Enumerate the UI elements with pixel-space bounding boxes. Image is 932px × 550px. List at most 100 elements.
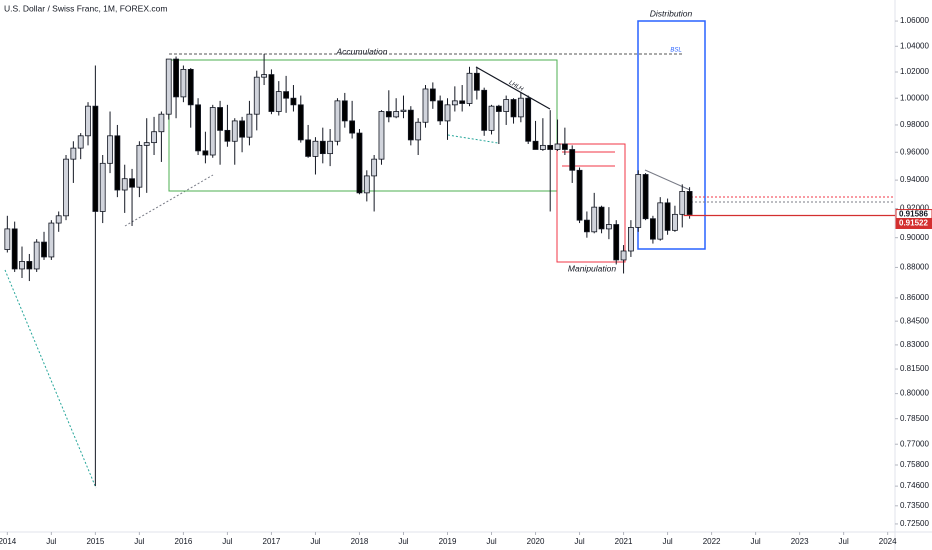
x-tick-label: Jul	[574, 537, 584, 546]
candle-body	[429, 88, 436, 102]
x-tick-label: 2018	[351, 537, 369, 546]
chart-title: U.S. Dollar / Swiss Franc, 1M, FOREX.com	[4, 3, 167, 13]
candle-body	[349, 120, 356, 134]
x-tick-label: 2015	[86, 537, 104, 546]
x-tick-label: 2023	[791, 537, 809, 546]
y-tick-label: 0.84500	[900, 316, 929, 325]
x-tick-label: Jul	[222, 537, 232, 546]
y-tick-label: 0.92000	[900, 204, 929, 213]
candle-body	[672, 213, 678, 231]
x-tick-label: Jul	[486, 537, 496, 546]
candle-body	[217, 107, 223, 131]
candle-body	[334, 100, 341, 142]
candle-body	[532, 140, 539, 150]
candle-body	[459, 100, 466, 104]
candle-body	[327, 140, 334, 155]
candle-body	[129, 178, 135, 188]
price-label-box	[895, 217, 932, 229]
y-tick-label: 0.90000	[900, 233, 929, 242]
x-tick-label: 2022	[703, 537, 721, 546]
candle-body	[151, 131, 157, 144]
y-tick-label: 0.77000	[900, 439, 929, 448]
candle-body	[407, 109, 414, 141]
candle-body	[63, 158, 69, 217]
y-tick-label: 0.98000	[900, 120, 929, 129]
candle-body	[686, 191, 693, 215]
candle-body	[165, 58, 172, 115]
candle-body	[136, 144, 143, 188]
y-tick-label: 0.72500	[900, 519, 929, 528]
annotation: Accumulation	[335, 46, 387, 56]
candle-body	[576, 169, 583, 221]
candle-body	[422, 88, 429, 123]
candle-body	[598, 206, 605, 230]
candle-body	[488, 105, 495, 131]
candle-body	[55, 215, 62, 224]
candle-body	[503, 99, 510, 112]
annotation: Manipulation	[568, 263, 616, 273]
candle-body	[268, 74, 275, 112]
x-tick-label: 2019	[439, 537, 457, 546]
candle-body	[554, 143, 561, 150]
drawings	[4, 20, 895, 489]
y-tick-label: 1.00000	[900, 93, 929, 102]
x-tick-label: Jul	[662, 537, 672, 546]
candle-body	[363, 175, 370, 194]
x-tick-label: 2017	[263, 537, 281, 546]
y-tick-label: 1.06000	[900, 16, 929, 25]
trend-line	[644, 169, 691, 191]
candle-body	[283, 91, 290, 99]
y-tick-label: 0.81500	[900, 364, 929, 373]
candle-body	[613, 224, 620, 261]
y-tick-label: 0.74600	[900, 481, 929, 490]
candle-body	[517, 97, 524, 118]
candle-body	[231, 120, 238, 142]
annotation: Distribution	[650, 8, 693, 18]
candle-body	[187, 68, 194, 106]
candle-body	[569, 149, 576, 171]
candle-body	[26, 261, 33, 270]
candle-body	[400, 109, 407, 112]
candle-body	[114, 135, 121, 191]
candle-body	[209, 107, 216, 156]
candle-body	[246, 113, 253, 138]
y-tick-label: 0.88000	[900, 263, 929, 272]
candle-body	[657, 202, 664, 240]
candle-body	[495, 105, 502, 112]
distribution-box	[637, 20, 706, 250]
candle-body	[385, 111, 392, 118]
candle-body	[107, 135, 113, 164]
price-label: 0.91522	[899, 219, 928, 228]
candle-body	[202, 150, 209, 156]
candle-body	[290, 97, 297, 106]
candle-body	[605, 224, 612, 230]
x-tick-label: 2016	[175, 537, 193, 546]
candle-body	[635, 174, 642, 228]
x-tick-label: Jul	[839, 537, 849, 546]
x-tick-label: 2020	[527, 537, 545, 546]
x-tick-label: 2014	[0, 537, 17, 546]
candle-body	[679, 191, 686, 215]
candle-body	[33, 241, 40, 270]
candle-body	[650, 218, 656, 240]
annotation: LHLH	[508, 80, 525, 93]
candle-body	[620, 250, 627, 261]
candle-body	[173, 58, 179, 98]
candle-body	[180, 68, 187, 98]
candle-body	[48, 222, 55, 258]
y-tick-label: 0.94000	[900, 175, 929, 184]
y-tick-label: 0.96000	[900, 147, 929, 156]
candle-body	[319, 140, 326, 155]
candle-body	[341, 100, 348, 122]
y-tick-label: 0.86000	[900, 293, 929, 302]
trend-line	[124, 174, 214, 227]
candle-body	[158, 113, 165, 133]
y-tick-label: 0.73500	[900, 501, 929, 510]
candle-body	[481, 89, 488, 131]
candle-body	[591, 206, 598, 233]
candle-body	[85, 105, 91, 137]
candle-body	[547, 144, 554, 150]
candle-body	[121, 178, 128, 191]
candle-body	[451, 100, 458, 106]
